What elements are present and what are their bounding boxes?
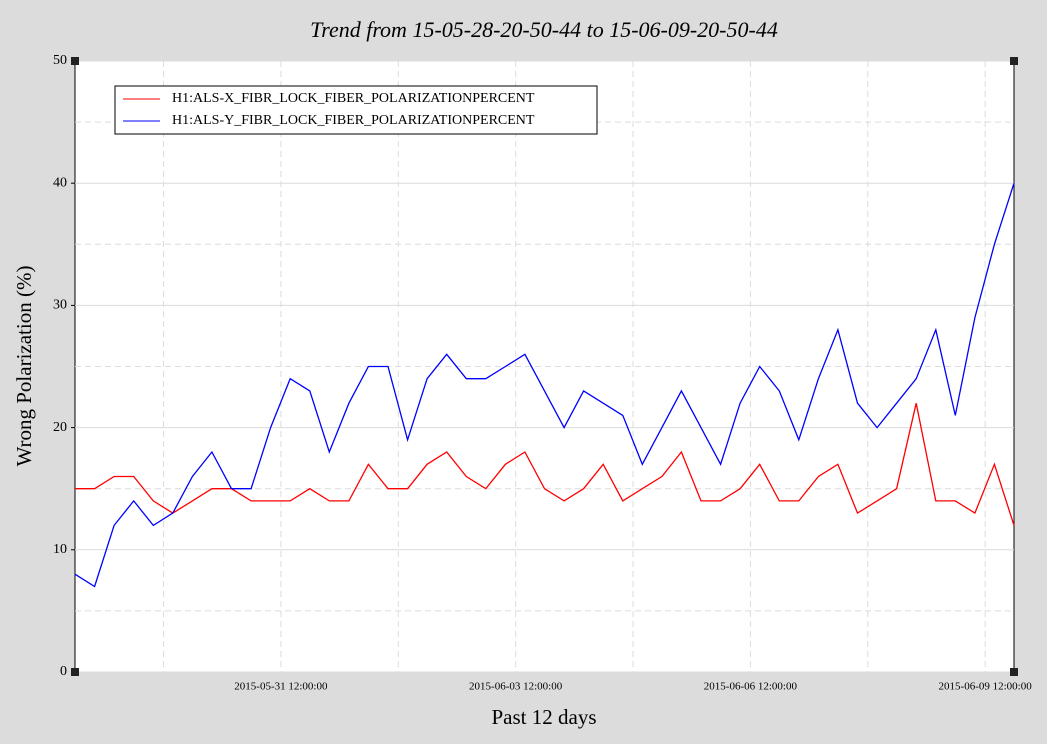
y-tick-label: 0 — [60, 664, 67, 679]
y-tick-label: 10 — [53, 542, 67, 557]
grid: 0 10 20 30 40 50 2015-05-31 12:00:00 2015-06-03… — [53, 53, 1032, 692]
x-tick-label: 2015-06-06 12:00:00 — [704, 681, 798, 693]
legend: H1:ALS-X_FIBR_LOCK_FIBER_POLARIZATIONPER… — [114, 85, 598, 135]
y-axis-label: Wrong Polarization (%) — [12, 266, 36, 467]
x-tick-label: 2015-06-09 12:00:00 — [939, 681, 1033, 693]
y-tick-label: 30 — [53, 298, 67, 313]
y-tick-label: 50 — [53, 53, 67, 68]
legend-label: H1:ALS-Y_FIBR_LOCK_FIBER_POLARIZATIONPER… — [172, 113, 535, 128]
corner-marker — [71, 57, 79, 65]
lines — [74, 183, 1015, 588]
y-tick-label: 20 — [53, 420, 67, 435]
corner-marker — [71, 668, 79, 676]
x-tick-label: 2015-06-03 12:00:00 — [469, 681, 563, 693]
y-tick-label: 40 — [53, 175, 67, 190]
chart-title: Trend from 15-05-28-20-50-44 to 15-06-09… — [310, 17, 778, 42]
x-axis-label: Past 12 days — [492, 705, 597, 729]
corner-marker — [1010, 668, 1018, 676]
legend-label: H1:ALS-X_FIBR_LOCK_FIBER_POLARIZATIONPER… — [172, 91, 535, 106]
legend-box — [114, 85, 598, 135]
corner-marker — [1010, 57, 1018, 65]
series-line — [74, 183, 1015, 588]
x-tick-label: 2015-05-31 12:00:00 — [234, 681, 328, 693]
